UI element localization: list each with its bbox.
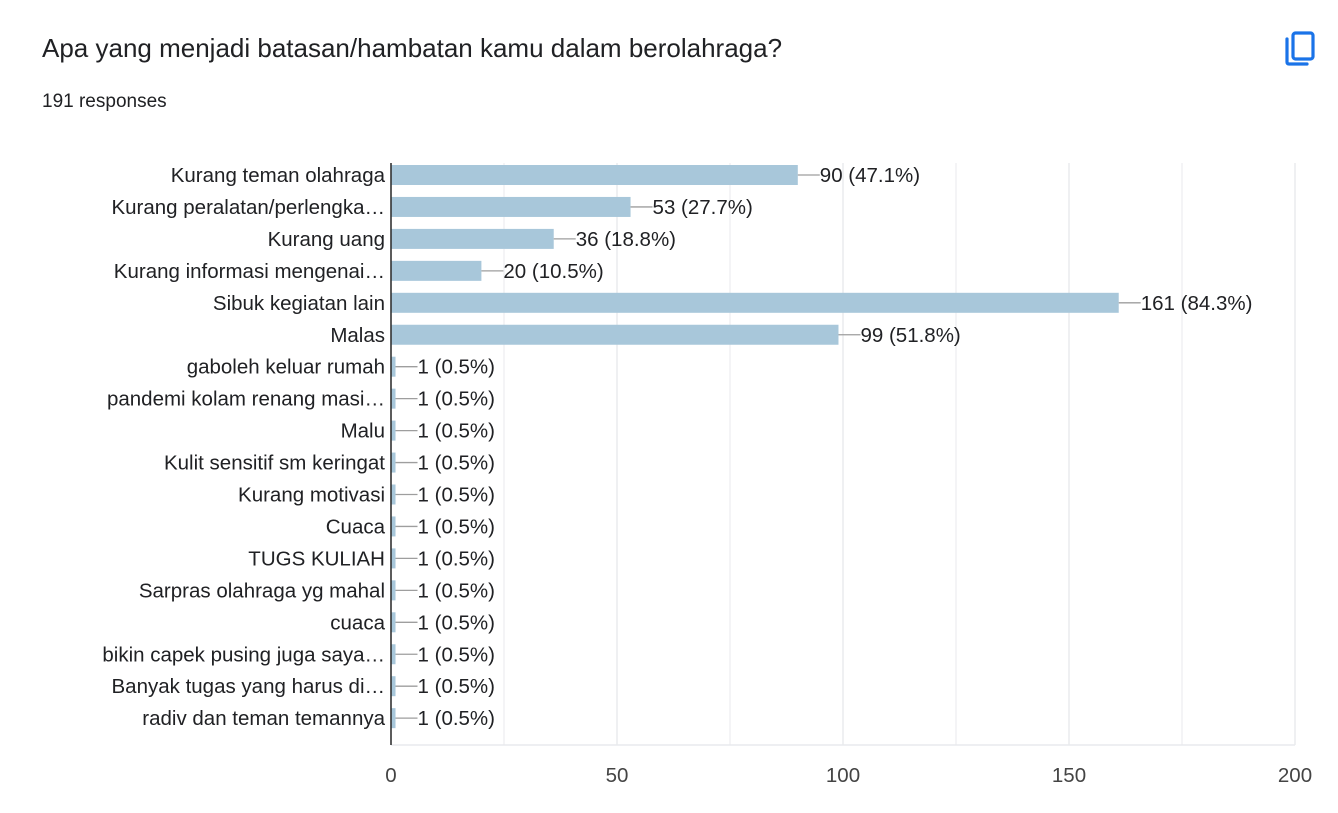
category-label: cuaca: [330, 611, 385, 634]
bar: [391, 228, 554, 249]
bar: [391, 676, 396, 697]
data-label: 99 (51.8%): [860, 324, 960, 347]
category-label: Kurang uang: [268, 228, 385, 251]
copy-chart-button[interactable]: [1278, 26, 1322, 70]
data-label: 1 (0.5%): [418, 643, 495, 666]
category-label: radiv dan teman temannya: [142, 707, 385, 730]
data-label: 90 (47.1%): [820, 164, 920, 187]
category-label: Kurang teman olahraga: [171, 164, 386, 187]
category-label: gaboleh keluar rumah: [187, 356, 385, 379]
category-label: Kulit sensitif sm keringat: [164, 452, 385, 475]
data-label: 1 (0.5%): [418, 484, 495, 507]
data-label: 1 (0.5%): [418, 707, 495, 730]
x-tick-label: 100: [826, 764, 860, 787]
bar: [391, 516, 396, 537]
bar: [391, 548, 396, 569]
bar: [391, 452, 396, 473]
x-tick-label: 50: [606, 764, 629, 787]
bar: [391, 388, 396, 409]
question-title: Apa yang menjadi batasan/hambatan kamu d…: [42, 33, 783, 63]
data-label: 1 (0.5%): [418, 515, 495, 538]
response-count: 191 responses: [42, 91, 167, 112]
category-label: Malas: [330, 324, 385, 347]
x-tick-label: 0: [385, 764, 396, 787]
bar: [391, 612, 396, 633]
category-label: TUGS KULIAH: [248, 547, 385, 570]
data-label: 1 (0.5%): [418, 356, 495, 379]
category-label: Kurang motivasi: [238, 484, 385, 507]
bar: [391, 356, 396, 377]
data-label: 1 (0.5%): [418, 388, 495, 411]
category-label: Malu: [341, 420, 385, 443]
data-label: 1 (0.5%): [418, 547, 495, 570]
data-label: 36 (18.8%): [576, 228, 676, 251]
category-label: Sarpras olahraga yg mahal: [139, 579, 385, 602]
bar: [391, 292, 1119, 313]
copy-icon: [1285, 31, 1315, 66]
bar: [391, 484, 396, 505]
bar: [391, 324, 839, 345]
bar: [391, 420, 396, 441]
category-label: Cuaca: [326, 515, 386, 538]
category-label: pandemi kolam renang masi…: [107, 388, 385, 411]
x-tick-label: 150: [1052, 764, 1086, 787]
category-label: Banyak tugas yang harus di…: [112, 675, 386, 698]
bar: [391, 580, 396, 601]
data-label: 1 (0.5%): [418, 452, 495, 475]
data-label: 53 (27.7%): [653, 196, 753, 219]
bar: [391, 644, 396, 665]
bar: [391, 260, 482, 281]
bar: [391, 196, 631, 217]
category-label: Sibuk kegiatan lain: [213, 292, 385, 315]
bar: [391, 708, 396, 729]
data-label: 161 (84.3%): [1141, 292, 1253, 315]
data-label: 1 (0.5%): [418, 579, 495, 602]
data-label: 1 (0.5%): [418, 420, 495, 443]
category-label: bikin capek pusing juga saya…: [102, 643, 385, 666]
category-label: Kurang informasi mengenai…: [114, 260, 385, 283]
data-label: 1 (0.5%): [418, 675, 495, 698]
data-label: 20 (10.5%): [503, 260, 603, 283]
data-label: 1 (0.5%): [418, 611, 495, 634]
bar: [391, 165, 798, 185]
category-label: Kurang peralatan/perlengka…: [111, 196, 385, 219]
x-tick-label: 200: [1278, 764, 1312, 787]
